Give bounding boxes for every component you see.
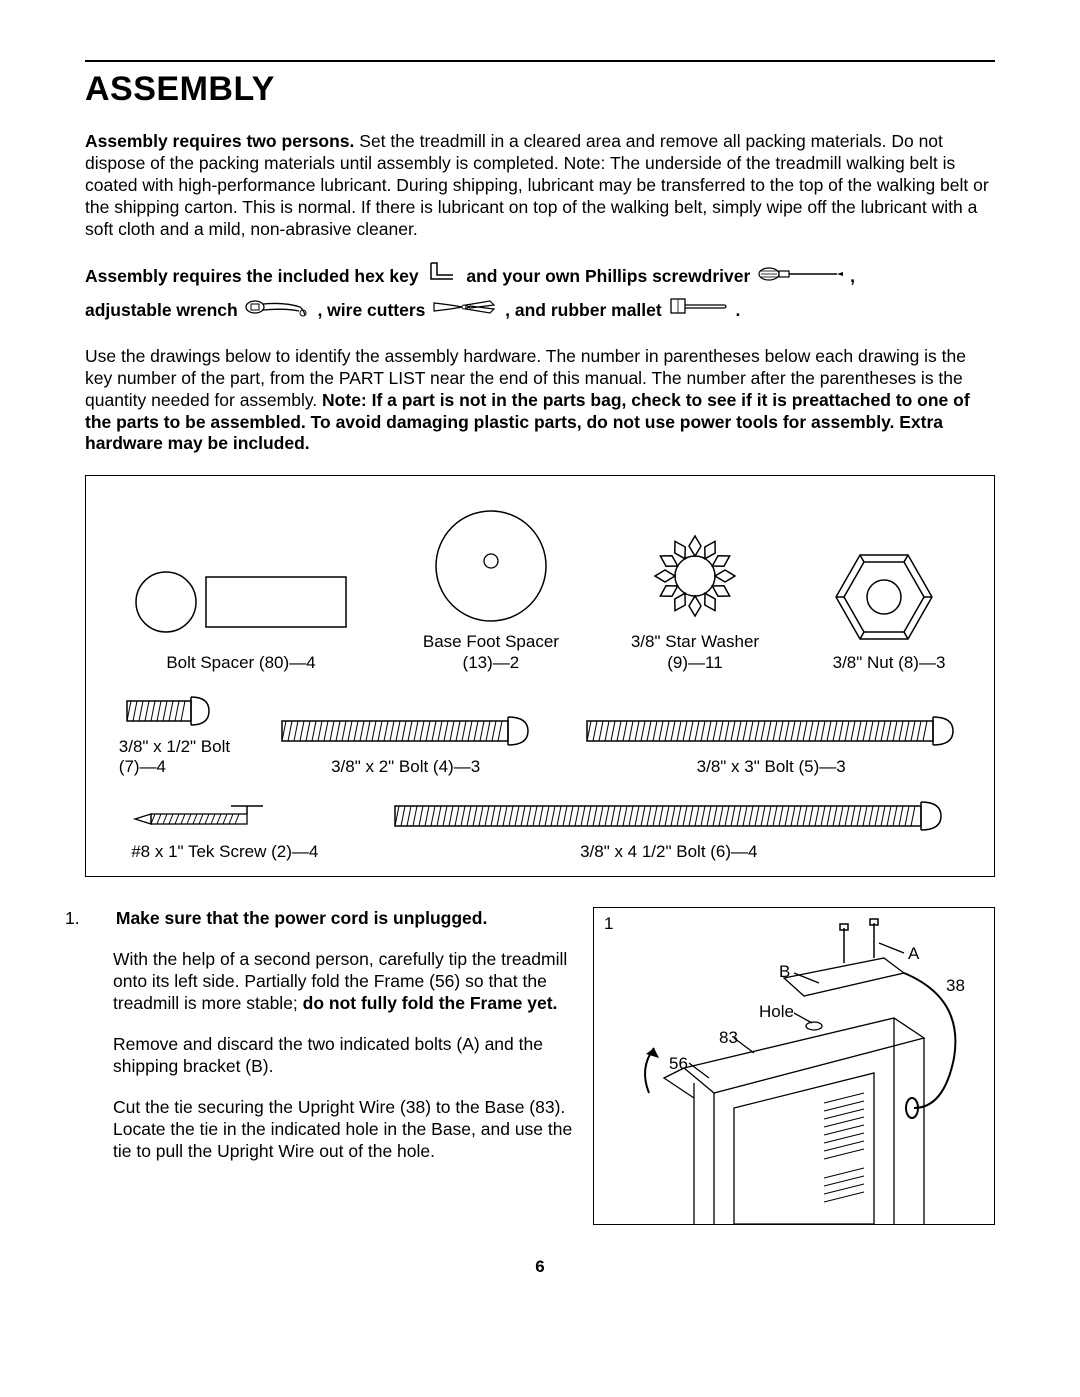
top-rule [85,60,995,62]
step-1-p3: Cut the tie securing the Upright Wire (3… [85,1096,573,1163]
step-1-p2: Remove and discard the two indicated bol… [85,1033,573,1078]
step-1: 1. Make sure that the power cord is unpl… [85,907,995,1225]
fig-label-83: 83 [719,1028,738,1048]
hw-bolt-2: 3/8" x 2" Bolt (4)—3 [276,711,536,777]
fig-label-B: B [779,962,790,982]
hw-bolt-45: 3/8" x 4 1/2" Bolt (6)—4 [389,796,949,862]
page-title: ASSEMBLY [85,70,995,109]
tools-prefix: Assembly requires the included hex key [85,266,419,286]
step-1-text: 1. Make sure that the power cord is unpl… [85,907,573,1181]
step-1-diagram [594,908,994,1224]
hw-bolt-half-l1: 3/8" x 1/2" Bolt [119,737,230,756]
fig-label-hole: Hole [759,1002,794,1022]
hw-nut-label: 3/8" Nut (8)—3 [833,653,946,673]
hardware-identification-box: Bolt Spacer (80)—4 Base Foot Spacer (13)… [85,475,995,877]
tools-mid1: and your own Phillips screwdriver [466,266,750,286]
tools-cutters: , wire cutters [317,300,425,320]
tools-period: . [735,300,740,320]
intro-lead-bold: Assembly requires two persons. [85,131,354,151]
hw-nut: 3/8" Nut (8)—3 [829,547,949,673]
tools-wrench: adjustable wrench [85,300,238,320]
hw-star-washer: 3/8" Star Washer (9)—11 [631,526,759,673]
wrench-icon [245,295,311,328]
hw-bolt-45-label: 3/8" x 4 1/2" Bolt (6)—4 [580,842,757,862]
hw-bolt-spacer-label: Bolt Spacer (80)—4 [166,653,315,673]
fig-label-A: A [908,944,919,964]
fig-label-38: 38 [946,976,965,996]
intro-paragraph: Assembly requires two persons. Set the t… [85,131,995,240]
step-1-heading: Make sure that the power cord is unplugg… [116,908,487,928]
hardware-intro: Use the drawings below to identify the a… [85,346,995,455]
hex-key-icon [425,261,459,294]
hw-base-foot-l2: (13)—2 [463,653,520,672]
tools-comma1: , [850,266,855,286]
tools-paragraph: Assembly requires the included hex key a… [85,260,995,328]
hw-star-washer-l1: 3/8" Star Washer [631,632,759,651]
step-1-p1b: do not fully fold the Frame yet. [303,993,558,1013]
step-1-number: 1. [89,907,111,929]
hw-bolt-2-label: 3/8" x 2" Bolt (4)—3 [331,757,480,777]
hw-bolt-3: 3/8" x 3" Bolt (5)—3 [581,711,961,777]
wire-cutters-icon [432,295,498,328]
hw-bolt-half-l2: (7)—4 [119,757,166,776]
hw-star-washer-l2: (9)—11 [667,653,722,672]
hw-base-foot-l1: Base Foot Spacer [423,632,559,651]
tools-mallet: , and rubber mallet [505,300,662,320]
step-1-figure: 1 [593,907,995,1225]
page-number: 6 [85,1257,995,1277]
hw-tek-screw: #8 x 1" Tek Screw (2)—4 [131,802,318,862]
hw-base-foot-spacer: Base Foot Spacer (13)—2 [421,506,561,673]
hw-bolt-3-label: 3/8" x 3" Bolt (5)—3 [697,757,846,777]
fig-panel-number: 1 [604,914,613,934]
screwdriver-icon [757,261,843,294]
hw-bolt-spacer: Bolt Spacer (80)—4 [131,557,351,673]
hw-tek-screw-label: #8 x 1" Tek Screw (2)—4 [131,842,318,862]
mallet-icon [669,295,729,328]
fig-label-56: 56 [669,1054,688,1074]
hw-bolt-half: 3/8" x 1/2" Bolt (7)—4 [119,691,230,778]
